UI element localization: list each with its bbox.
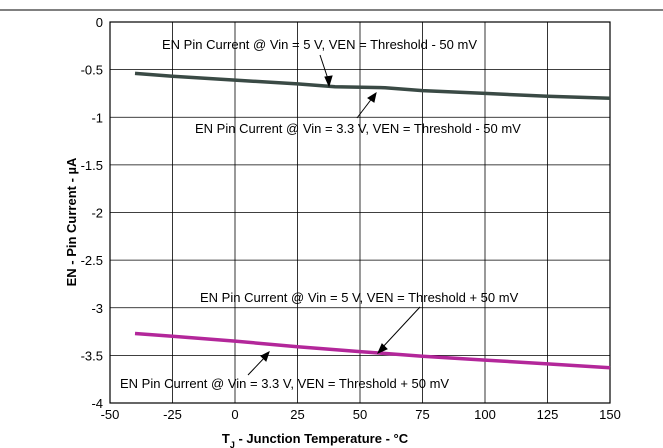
annotation-vin33-minus: EN Pin Current @ Vin = 3.3 V, VEN = Thre… <box>195 121 521 136</box>
grid <box>109 21 611 404</box>
annotation-vin5-minus: EN Pin Current @ Vin = 5 V, VEN = Thresh… <box>162 37 477 52</box>
arrow-head-vin33-minus <box>367 91 377 103</box>
x-tick-label-1: -25 <box>163 407 182 422</box>
y-axis-title: EN - Pin Current - µA <box>64 157 79 286</box>
y-tick-label-6: -3 <box>91 301 103 316</box>
arrow-vin5-plus <box>380 306 421 350</box>
x-tick-label-8: 150 <box>599 407 621 422</box>
y-tick-label-7: -3.5 <box>81 348 103 363</box>
x-tick-label-2: 0 <box>231 407 238 422</box>
arrow-vin33-plus <box>247 355 267 376</box>
x-axis-title: TJ - Junction Temperature - °C <box>222 431 409 448</box>
x-tick-label-7: 125 <box>537 407 559 422</box>
x-tick-label-3: 25 <box>290 407 304 422</box>
y-tick-label-8: -4 <box>91 396 103 411</box>
series-line-0 <box>134 71 611 100</box>
x-tick-label-4: 50 <box>353 407 367 422</box>
x-tick-label-0: -50 <box>101 407 120 422</box>
arrow-head-vin5-minus <box>324 75 333 88</box>
y-tick-label-3: -1.5 <box>81 158 103 173</box>
y-tick-label-0: 0 <box>96 15 103 30</box>
y-tick-label-4: -2 <box>91 206 103 221</box>
arrow-head-vin33-plus <box>260 351 270 362</box>
x-tick-label-6: 100 <box>474 407 496 422</box>
y-tick-label-5: -2.5 <box>81 253 103 268</box>
y-tick-label-1: -0.5 <box>81 63 103 78</box>
arrow-vin33-minus <box>356 96 374 119</box>
x-tick-label-5: 75 <box>415 407 429 422</box>
x-tick-labels: -50 -25 0 25 50 75 100 125 150 <box>101 407 621 422</box>
arrow-head-vin5-plus <box>377 343 388 354</box>
annotation-vin33-plus: EN Pin Current @ Vin = 3.3 V, VEN = Thre… <box>120 376 449 391</box>
series-line-1 <box>134 331 611 370</box>
plot-frame <box>109 21 611 404</box>
y-tick-labels: 0 -0.5 -1 -1.5 -2 -2.5 -3 -3.5 -4 <box>81 15 103 411</box>
y-tick-label-2: -1 <box>91 110 103 125</box>
annotation-vin5-plus: EN Pin Current @ Vin = 5 V, VEN = Thresh… <box>200 290 519 305</box>
series-group <box>134 71 611 370</box>
